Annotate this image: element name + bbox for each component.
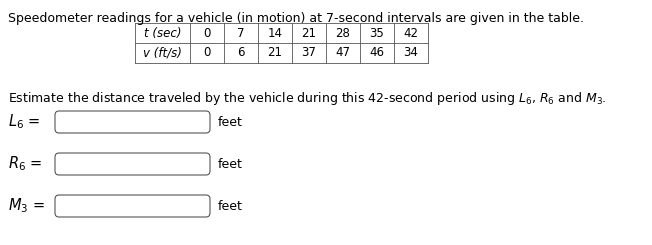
Text: feet: feet <box>218 115 243 128</box>
Text: 35: 35 <box>370 26 385 39</box>
Text: 34: 34 <box>404 47 419 60</box>
Text: 42: 42 <box>404 26 419 39</box>
Text: t (sec): t (sec) <box>143 26 181 39</box>
Text: 47: 47 <box>336 47 351 60</box>
FancyBboxPatch shape <box>55 111 210 133</box>
Text: 7: 7 <box>237 26 244 39</box>
Text: feet: feet <box>218 199 243 212</box>
Text: 46: 46 <box>370 47 385 60</box>
Text: $R_6$ =: $R_6$ = <box>8 155 42 173</box>
Text: 14: 14 <box>267 26 282 39</box>
Text: $L_6$ =: $L_6$ = <box>8 113 40 131</box>
Text: v (ft/s): v (ft/s) <box>143 47 182 60</box>
Text: $M_3$ =: $M_3$ = <box>8 197 45 215</box>
Text: Speedometer readings for a vehicle (in motion) at 7-second intervals are given i: Speedometer readings for a vehicle (in m… <box>8 12 584 25</box>
Text: 0: 0 <box>203 47 211 60</box>
Text: 0: 0 <box>203 26 211 39</box>
Text: feet: feet <box>218 158 243 171</box>
FancyBboxPatch shape <box>55 153 210 175</box>
Text: 21: 21 <box>267 47 282 60</box>
Text: Estimate the distance traveled by the vehicle during this 42-second period using: Estimate the distance traveled by the ve… <box>8 90 606 107</box>
FancyBboxPatch shape <box>55 195 210 217</box>
Text: 37: 37 <box>302 47 316 60</box>
Text: 28: 28 <box>336 26 350 39</box>
Text: 21: 21 <box>301 26 316 39</box>
Text: 6: 6 <box>237 47 244 60</box>
